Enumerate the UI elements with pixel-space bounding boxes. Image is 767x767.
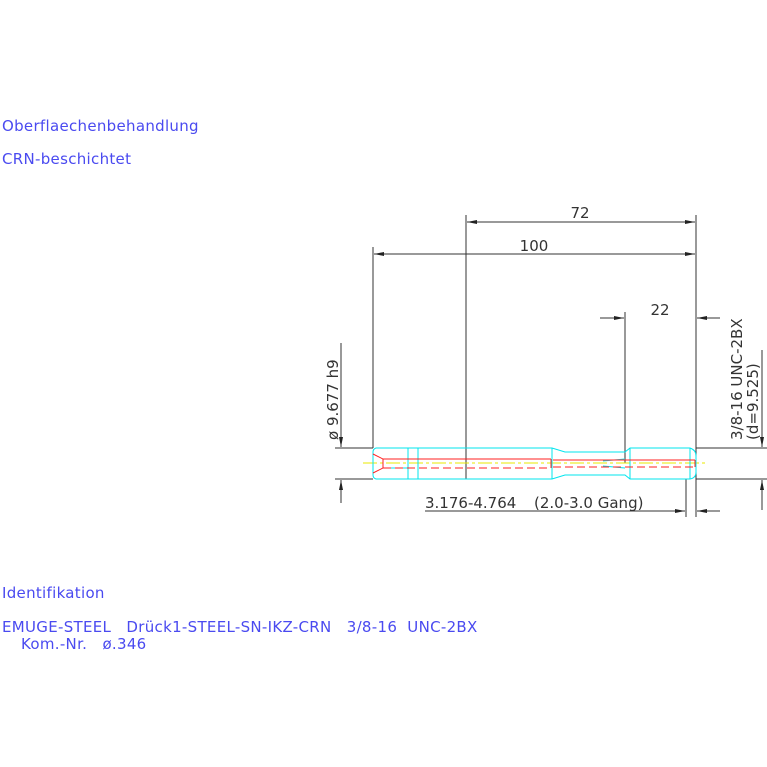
dim-bore: 3.176-4.764 xyxy=(425,494,516,512)
dim-100: 100 xyxy=(520,237,549,255)
surface-value: CRN-beschichtet xyxy=(2,150,132,168)
surface-heading: Oberflaechenbehandlung xyxy=(2,117,199,135)
dim-72: 72 xyxy=(570,204,589,222)
identification-heading: Identifikation xyxy=(2,584,105,602)
coolant-bore xyxy=(372,453,696,474)
dimension-lines xyxy=(335,215,767,517)
identification-line1: EMUGE-STEEL Drück1-STEEL-SN-IKZ-CRN 3/8-… xyxy=(2,618,478,636)
dim-thread-diameter: (d=9.525) xyxy=(744,363,762,440)
dim-thread-spec: 3/8-16 UNC-2BX xyxy=(728,318,746,440)
dim-gang: (2.0-3.0 Gang) xyxy=(534,494,643,512)
identification-line2: Kom.-Nr. ø.346 xyxy=(21,635,147,653)
dim-22: 22 xyxy=(650,301,669,319)
dim-shank-diameter: ø 9.677 h9 xyxy=(324,359,342,440)
